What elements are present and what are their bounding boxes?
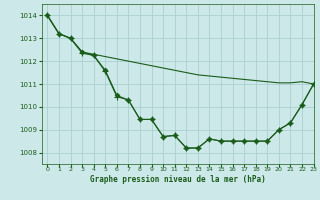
X-axis label: Graphe pression niveau de la mer (hPa): Graphe pression niveau de la mer (hPa) — [90, 175, 266, 184]
